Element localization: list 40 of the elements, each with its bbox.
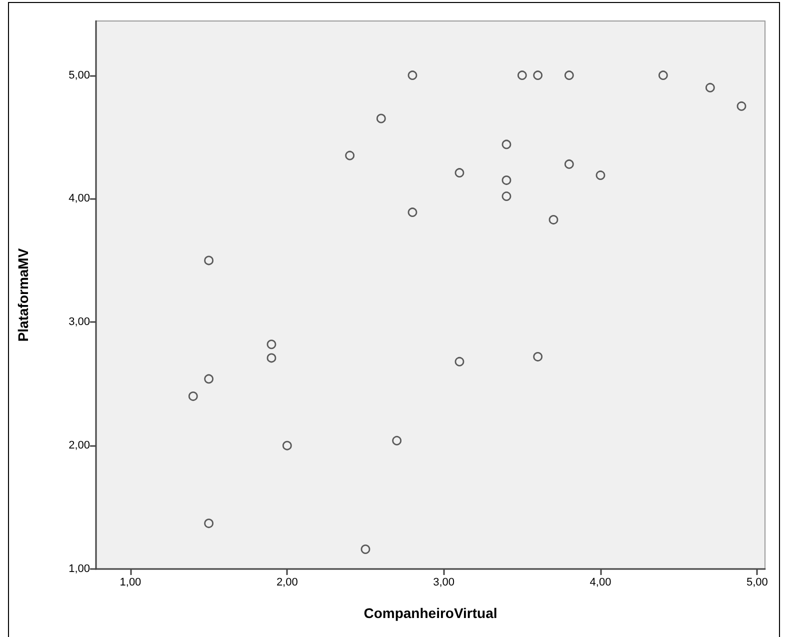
point (204, 374, 214, 384)
point (376, 114, 386, 124)
point (533, 70, 543, 80)
point (736, 101, 746, 111)
y-tick-label: 3,00 (68, 316, 90, 328)
point (658, 70, 668, 80)
x-tick-label: 5,00 (746, 576, 768, 588)
point (564, 70, 574, 80)
point (282, 440, 292, 450)
y-tick-label: 4,00 (68, 192, 90, 205)
point (408, 208, 418, 218)
point (360, 544, 370, 554)
x-tick-label: 3,00 (433, 576, 455, 588)
point (533, 352, 543, 362)
point (392, 436, 402, 446)
y-tick-label: 5,00 (68, 69, 90, 82)
point (454, 356, 464, 366)
point (564, 159, 574, 169)
point (345, 150, 355, 160)
point (548, 215, 558, 224)
point (705, 82, 715, 92)
point (266, 353, 276, 363)
y-axis-title: PlataformaMV (15, 248, 31, 342)
y-tick-label: 1,00 (68, 563, 90, 575)
point (596, 170, 606, 180)
point (454, 168, 464, 178)
point (502, 176, 512, 185)
point (266, 340, 276, 350)
point (188, 392, 198, 401)
point (204, 256, 214, 266)
x-tick-label: 2,00 (276, 576, 298, 588)
point (517, 70, 527, 80)
x-axis-title: CompanheiroVirtual (364, 605, 498, 621)
x-tick-label: 4,00 (590, 576, 612, 588)
x-tick-label: 1,00 (120, 576, 142, 588)
point (204, 518, 214, 528)
point (502, 192, 512, 201)
y-tick-label: 2,00 (68, 440, 90, 452)
point (408, 70, 418, 80)
point (502, 140, 512, 150)
